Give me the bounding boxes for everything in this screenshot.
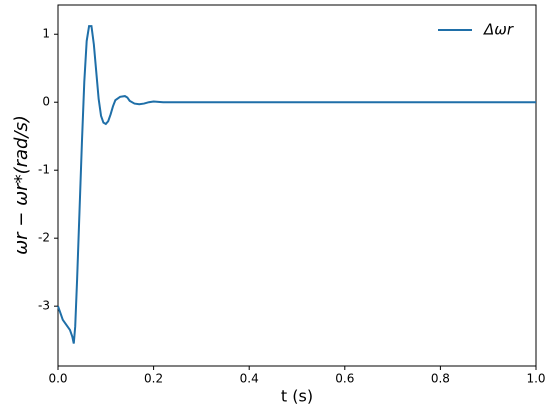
x-tick-label: 0.2 xyxy=(144,372,163,386)
legend-label: Δωr xyxy=(483,21,514,39)
x-tick-label: 0.0 xyxy=(48,372,67,386)
x-tick-label: 0.8 xyxy=(431,372,450,386)
x-tick-label: 0.4 xyxy=(240,372,259,386)
x-tick-label: 0.6 xyxy=(335,372,354,386)
data-line xyxy=(57,25,536,344)
y-tick-label: -1 xyxy=(38,163,50,177)
x-tick-label: 1.0 xyxy=(526,372,545,386)
x-axis-label: t (s) xyxy=(281,387,313,406)
plot-frame xyxy=(57,4,537,367)
y-tick-label: 1 xyxy=(42,27,50,41)
y-axis-label: ωr − ωr*(rad/s) xyxy=(11,115,32,255)
y-tick-label: -3 xyxy=(38,299,50,313)
y-tick-label: -2 xyxy=(38,231,50,245)
y-tick-label: 0 xyxy=(42,95,50,109)
